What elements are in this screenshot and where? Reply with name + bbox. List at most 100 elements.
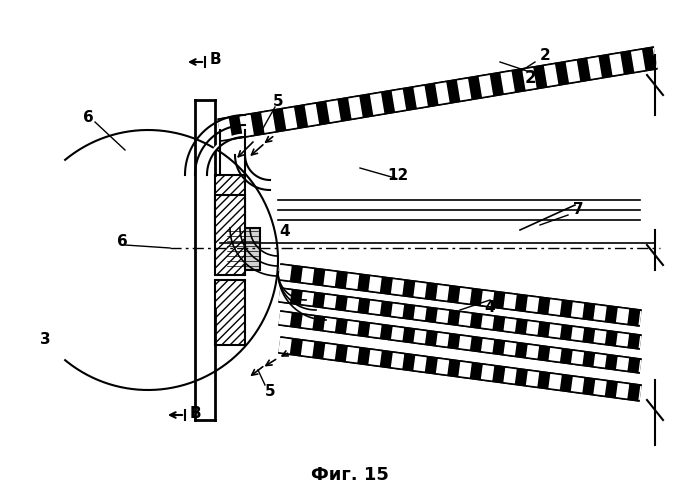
Text: В: В xyxy=(190,406,202,421)
Polygon shape xyxy=(302,268,314,283)
Polygon shape xyxy=(437,333,449,346)
Polygon shape xyxy=(459,336,471,350)
Polygon shape xyxy=(480,75,492,97)
Polygon shape xyxy=(639,360,640,372)
Polygon shape xyxy=(392,327,403,340)
Polygon shape xyxy=(549,374,561,389)
Text: 7: 7 xyxy=(573,203,583,217)
Polygon shape xyxy=(572,351,583,364)
Polygon shape xyxy=(370,93,384,115)
Polygon shape xyxy=(459,362,471,377)
Polygon shape xyxy=(369,301,381,314)
Polygon shape xyxy=(414,86,427,107)
Polygon shape xyxy=(631,50,645,71)
Text: Фиг. 15: Фиг. 15 xyxy=(311,466,389,484)
Polygon shape xyxy=(218,47,657,141)
Polygon shape xyxy=(279,264,641,326)
Polygon shape xyxy=(482,291,494,306)
Polygon shape xyxy=(653,48,657,68)
Polygon shape xyxy=(324,271,336,286)
Polygon shape xyxy=(617,308,629,323)
Polygon shape xyxy=(526,321,538,335)
Polygon shape xyxy=(346,298,358,311)
Text: 12: 12 xyxy=(387,168,409,182)
Text: В: В xyxy=(210,52,222,68)
Polygon shape xyxy=(550,324,561,338)
Text: 5: 5 xyxy=(265,385,275,399)
Polygon shape xyxy=(523,68,536,89)
Polygon shape xyxy=(414,330,426,343)
Polygon shape xyxy=(459,313,471,326)
Polygon shape xyxy=(279,311,641,373)
Polygon shape xyxy=(566,61,580,82)
Polygon shape xyxy=(617,333,629,347)
Polygon shape xyxy=(526,345,538,358)
Text: 4: 4 xyxy=(484,301,496,316)
Polygon shape xyxy=(617,357,629,370)
Polygon shape xyxy=(279,265,291,280)
Polygon shape xyxy=(284,107,297,129)
Bar xyxy=(215,280,245,345)
Polygon shape xyxy=(458,79,470,100)
Polygon shape xyxy=(504,318,516,332)
Polygon shape xyxy=(393,90,405,111)
Polygon shape xyxy=(594,354,606,367)
Polygon shape xyxy=(324,344,336,359)
Polygon shape xyxy=(594,380,606,395)
Text: 3: 3 xyxy=(40,332,50,348)
Polygon shape xyxy=(437,359,449,374)
Polygon shape xyxy=(279,288,641,349)
Polygon shape xyxy=(369,324,381,337)
Polygon shape xyxy=(594,330,606,344)
Bar xyxy=(215,175,245,240)
Polygon shape xyxy=(302,341,314,356)
Polygon shape xyxy=(526,297,538,312)
Text: 6: 6 xyxy=(117,235,127,249)
Polygon shape xyxy=(617,383,629,398)
Polygon shape xyxy=(639,311,641,325)
Bar xyxy=(215,195,245,275)
Polygon shape xyxy=(369,277,381,292)
Polygon shape xyxy=(324,295,336,308)
Polygon shape xyxy=(279,312,291,325)
Polygon shape xyxy=(279,289,291,302)
Polygon shape xyxy=(346,347,358,362)
Polygon shape xyxy=(324,318,336,331)
Polygon shape xyxy=(305,104,318,125)
Polygon shape xyxy=(392,304,403,317)
Polygon shape xyxy=(572,377,584,392)
Polygon shape xyxy=(346,274,358,289)
Text: 6: 6 xyxy=(83,110,93,126)
Polygon shape xyxy=(572,302,584,317)
Polygon shape xyxy=(414,307,426,320)
Polygon shape xyxy=(572,327,583,341)
Polygon shape xyxy=(302,292,314,305)
Polygon shape xyxy=(504,342,516,355)
Polygon shape xyxy=(482,365,494,380)
Polygon shape xyxy=(459,288,471,303)
Polygon shape xyxy=(545,65,558,86)
Polygon shape xyxy=(327,101,340,122)
Polygon shape xyxy=(346,321,358,334)
Polygon shape xyxy=(240,115,253,136)
Polygon shape xyxy=(391,280,403,295)
Polygon shape xyxy=(279,338,291,353)
Text: 2: 2 xyxy=(540,47,550,63)
Polygon shape xyxy=(437,285,449,300)
Polygon shape xyxy=(262,111,275,133)
Polygon shape xyxy=(436,82,449,104)
Polygon shape xyxy=(549,300,561,315)
Polygon shape xyxy=(218,118,232,140)
Polygon shape xyxy=(279,337,641,401)
Polygon shape xyxy=(594,305,606,320)
Text: 4: 4 xyxy=(280,224,290,240)
Polygon shape xyxy=(349,97,362,118)
Polygon shape xyxy=(639,336,640,348)
Polygon shape xyxy=(482,339,494,352)
Bar xyxy=(225,228,260,270)
Polygon shape xyxy=(414,282,426,297)
Polygon shape xyxy=(391,353,404,368)
Polygon shape xyxy=(504,294,516,309)
Polygon shape xyxy=(501,71,514,93)
Polygon shape xyxy=(302,315,314,328)
